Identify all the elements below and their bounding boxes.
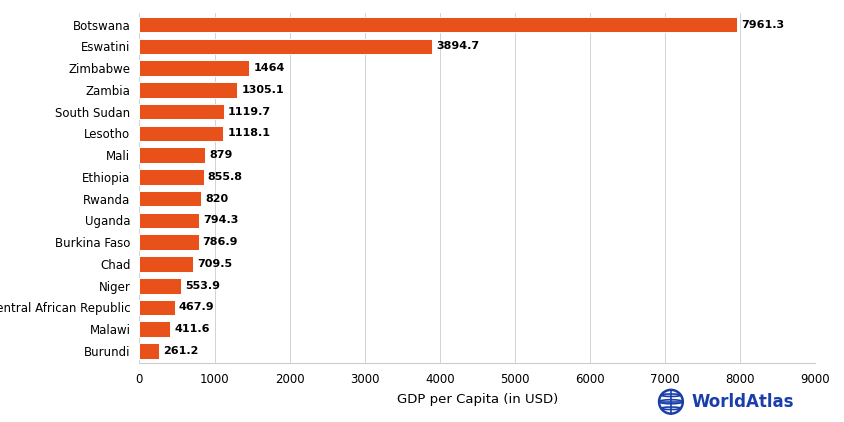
Bar [139, 343, 159, 359]
Text: 855.8: 855.8 [208, 172, 242, 182]
Text: 1119.7: 1119.7 [227, 107, 270, 116]
Text: 1118.1: 1118.1 [227, 128, 270, 138]
Text: 820: 820 [205, 194, 228, 204]
Bar [139, 278, 181, 294]
Bar [139, 234, 198, 250]
Bar [139, 213, 199, 228]
X-axis label: GDP per Capita (in USD): GDP per Capita (in USD) [397, 392, 557, 406]
Text: 1305.1: 1305.1 [241, 85, 284, 95]
Text: 786.9: 786.9 [203, 237, 238, 247]
Bar [139, 300, 175, 315]
Bar [139, 169, 203, 185]
Text: 794.3: 794.3 [203, 215, 238, 225]
Text: 7961.3: 7961.3 [741, 20, 784, 30]
Bar [139, 126, 223, 141]
Text: 553.9: 553.9 [185, 281, 220, 291]
Text: 411.6: 411.6 [174, 324, 209, 334]
Text: 261.2: 261.2 [163, 346, 198, 356]
Bar [139, 82, 237, 98]
Bar [139, 38, 431, 54]
Text: 3894.7: 3894.7 [436, 41, 479, 51]
Bar [139, 191, 201, 206]
Bar [139, 104, 224, 119]
Text: WorldAtlas: WorldAtlas [690, 393, 793, 411]
Bar [139, 147, 205, 163]
Text: 1464: 1464 [253, 63, 284, 73]
Bar [139, 17, 737, 32]
Bar [139, 322, 170, 337]
Text: 467.9: 467.9 [178, 303, 214, 312]
Bar [139, 256, 192, 272]
Text: 709.5: 709.5 [197, 259, 232, 269]
Text: 879: 879 [209, 150, 233, 160]
Bar [139, 60, 249, 76]
